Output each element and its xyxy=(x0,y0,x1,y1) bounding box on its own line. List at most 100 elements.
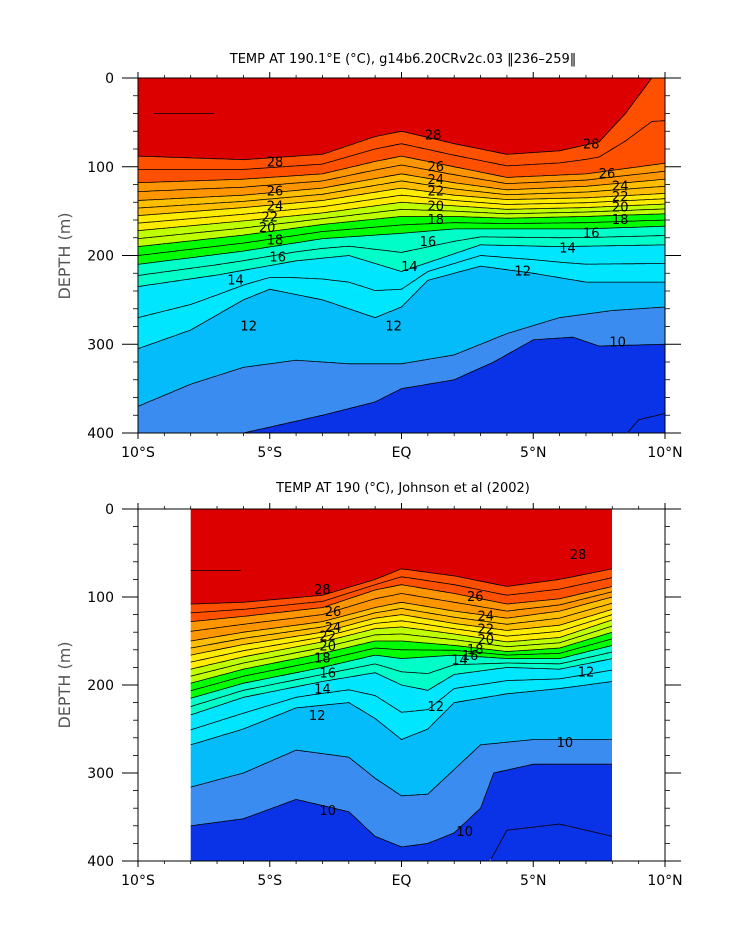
temperature-band xyxy=(138,337,665,433)
contour-label: 16 xyxy=(420,235,437,250)
contour-label: 14 xyxy=(227,273,244,288)
temperature-band xyxy=(190,739,612,847)
contour-label: 18 xyxy=(267,233,284,248)
temperature-band xyxy=(190,632,612,699)
isotherm-line xyxy=(243,336,665,433)
isotherm-line xyxy=(190,658,612,716)
contour-label: 12 xyxy=(385,320,402,335)
isotherm-line xyxy=(138,155,665,184)
contour-label: 12 xyxy=(240,320,257,335)
isotherm-line xyxy=(138,219,665,256)
isotherm-line xyxy=(138,255,665,318)
isotherm-line xyxy=(190,596,612,642)
temperature-band xyxy=(190,568,612,622)
y-tick-label: 400 xyxy=(87,854,114,870)
isotherm-line xyxy=(138,244,665,287)
contour-lines xyxy=(190,568,612,860)
isotherm-line xyxy=(190,681,612,746)
contour-label: 20 xyxy=(259,221,276,236)
isotherm-line xyxy=(190,591,612,632)
contour-label: 28 xyxy=(314,583,331,598)
contour-label: 14 xyxy=(314,682,331,697)
contour-label: 28 xyxy=(570,548,587,563)
contour-label: 12 xyxy=(514,265,531,280)
isotherm-line xyxy=(190,614,612,663)
isotherm-line xyxy=(190,625,612,677)
contour-label: 24 xyxy=(612,179,629,194)
isotherm-line xyxy=(190,608,612,656)
temperature-band xyxy=(138,156,665,201)
contour-label: 12 xyxy=(309,709,326,724)
contour-label: 14 xyxy=(401,260,418,275)
y-tick-label: 100 xyxy=(87,590,114,606)
temperature-band xyxy=(138,244,665,349)
isotherm-line xyxy=(190,576,612,614)
contour-label: 18 xyxy=(612,213,629,228)
isotherm-line xyxy=(190,739,612,797)
contour-label: 26 xyxy=(428,160,445,175)
chart-title: TEMP AT 190 (°C), Johnson et al (2002) xyxy=(275,481,530,496)
temperature-band xyxy=(138,78,665,183)
temperature-band xyxy=(190,681,612,796)
isotherm-line xyxy=(190,619,612,670)
isotherm-line xyxy=(138,235,665,276)
x-tick-label: EQ xyxy=(392,873,412,889)
temperature-band xyxy=(190,509,612,604)
contour-label: 22 xyxy=(262,210,279,225)
isotherm-line xyxy=(190,763,612,848)
x-tick-label: 10°N xyxy=(647,873,682,889)
filled-contours xyxy=(190,509,612,861)
temperature-band xyxy=(190,764,612,861)
isotherm-line xyxy=(190,584,612,622)
x-tick-label: 5°N xyxy=(520,445,546,461)
contour-label: 18 xyxy=(428,213,445,228)
contour-label: 20 xyxy=(428,200,445,215)
isotherm-line xyxy=(190,645,612,699)
contour-label: 24 xyxy=(325,621,342,636)
isotherm-line xyxy=(190,568,612,605)
x-tick-label: 10°S xyxy=(121,873,155,889)
isotherm-line xyxy=(138,265,665,350)
contour-label: 24 xyxy=(478,609,495,624)
contour-label: 22 xyxy=(428,185,445,200)
temperature-band xyxy=(138,213,665,265)
contour-labels: 2828282624222018161412262422201816141212… xyxy=(227,129,628,351)
axes: 10°S 5°S EQ 5°N 10°N 0 100 200 300 400 xyxy=(87,502,682,889)
temperature-band xyxy=(138,188,665,231)
isotherm-line xyxy=(138,78,665,161)
contour-label: 22 xyxy=(478,623,495,638)
x-tick-label: 10°N xyxy=(647,445,682,461)
isotherm-line xyxy=(490,823,612,860)
isotherm-line xyxy=(138,194,665,224)
contour-label: 12 xyxy=(578,666,595,681)
contour-label: 20 xyxy=(478,633,495,648)
isotherm-line xyxy=(138,208,665,239)
contour-label: 24 xyxy=(267,200,284,215)
contour-label: 10 xyxy=(609,336,626,351)
y-tick-label: 100 xyxy=(87,160,114,176)
isotherm-line xyxy=(190,602,612,649)
contour-labels: 2828262422201816141226242220181614121210… xyxy=(309,548,594,840)
isotherm-line xyxy=(138,306,665,407)
contour-label: 12 xyxy=(428,700,445,715)
chart-title: TEMP AT 190.1°E (°C), g14b6.20CRv2c.03 ‖… xyxy=(229,52,577,67)
y-tick-label: 200 xyxy=(87,678,114,694)
y-axis-label: DEPTH (m) xyxy=(55,641,74,728)
axes: 10°S 5°S EQ 5°N 10°N 0 100 200 300 400 xyxy=(87,71,682,461)
isotherm-line xyxy=(138,187,665,216)
contour-label: 26 xyxy=(325,605,342,620)
isotherm-line xyxy=(138,213,665,247)
isotherm-line xyxy=(138,164,665,192)
contour-label: 14 xyxy=(559,241,576,256)
x-tick-label: 5°N xyxy=(520,873,546,889)
contour-label: 28 xyxy=(425,129,442,144)
y-tick-label: 300 xyxy=(87,337,114,353)
panel-observations: TEMP AT 190 (°C), Johnson et al (2002) 2… xyxy=(55,481,683,889)
isotherm-line xyxy=(190,638,612,692)
contour-label: 22 xyxy=(612,190,629,205)
contour-label: 18 xyxy=(314,652,331,667)
temperature-band xyxy=(138,78,665,160)
isotherm-line xyxy=(138,201,665,232)
contour-label: 16 xyxy=(583,226,600,241)
